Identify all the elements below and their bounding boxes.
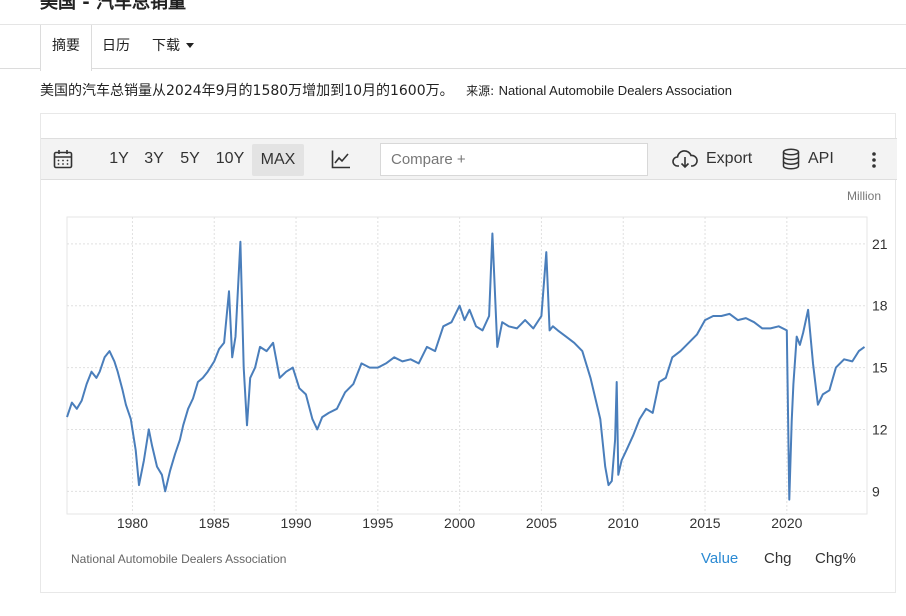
source-label: 来源:	[466, 84, 495, 98]
x-tick-label: 1990	[280, 515, 311, 531]
view-chg-pct-button[interactable]: Chg%	[815, 550, 856, 567]
database-icon[interactable]	[782, 148, 800, 170]
line-chart-icon[interactable]	[331, 149, 351, 169]
source-name: National Automobile Dealers Association	[498, 83, 732, 98]
range-1y-button[interactable]: 1Y	[109, 150, 129, 167]
cloud-download-icon[interactable]	[672, 148, 698, 170]
plot-area	[66, 216, 868, 515]
tab-summary[interactable]: 摘要	[40, 25, 92, 71]
chart-card: 1Y 3Y 5Y 10Y MAX Export	[40, 113, 897, 593]
x-tick-label: 2015	[689, 515, 720, 531]
caret-down-icon	[186, 42, 194, 48]
tab-calendar[interactable]: 日历	[102, 38, 130, 54]
y-tick-label: 15	[872, 360, 888, 376]
x-tick-label: 1980	[117, 515, 148, 531]
x-tick-label: 1985	[199, 515, 230, 531]
tab-download[interactable]: 下载	[152, 25, 194, 69]
x-tick-label: 2020	[771, 515, 802, 531]
export-button[interactable]: Export	[706, 150, 753, 167]
tab-download-label: 下载	[152, 38, 180, 54]
view-value-button[interactable]: Value	[701, 550, 739, 567]
chart-toolbar: 1Y 3Y 5Y 10Y MAX Export	[41, 138, 897, 180]
line-chart: 9 12 15 18 21 1980 1985 1990 1995 2000 2005 2010 201…	[66, 216, 888, 531]
range-3y-button[interactable]: 3Y	[144, 150, 164, 167]
api-button[interactable]: API	[808, 150, 834, 167]
tab-bar: 摘要 日历 下载	[0, 24, 906, 71]
calendar-icon[interactable]	[53, 149, 73, 169]
compare-input[interactable]	[381, 144, 647, 175]
range-5y-button[interactable]: 5Y	[180, 150, 200, 167]
range-10y-button[interactable]: 10Y	[215, 150, 245, 167]
summary-text: 美国的汽车总销量从2024年9月的1580万增加到10月的1600万。 来源: …	[40, 80, 732, 100]
sales-series-line	[66, 232, 866, 501]
view-chg-button[interactable]: Chg	[764, 550, 792, 567]
y-axis-unit: Million	[846, 189, 881, 203]
more-options-icon[interactable]	[871, 151, 877, 169]
y-tick-label: 12	[872, 421, 888, 437]
range-max-button[interactable]: MAX	[252, 144, 304, 176]
y-tick-label: 18	[872, 298, 888, 314]
y-tick-label: 21	[872, 236, 888, 252]
x-tick-label: 2005	[526, 515, 557, 531]
chart-source: National Automobile Dealers Association	[71, 552, 287, 566]
compare-field[interactable]	[380, 143, 648, 176]
page-title: 美国 - 汽车总销量	[40, 0, 187, 13]
x-tick-label: 2010	[608, 515, 639, 531]
x-tick-label: 1995	[362, 515, 393, 531]
y-tick-label: 9	[872, 483, 880, 499]
x-tick-label: 2000	[444, 515, 475, 531]
summary-sentence: 美国的汽车总销量从2024年9月的1580万增加到10月的1600万。	[40, 83, 454, 99]
